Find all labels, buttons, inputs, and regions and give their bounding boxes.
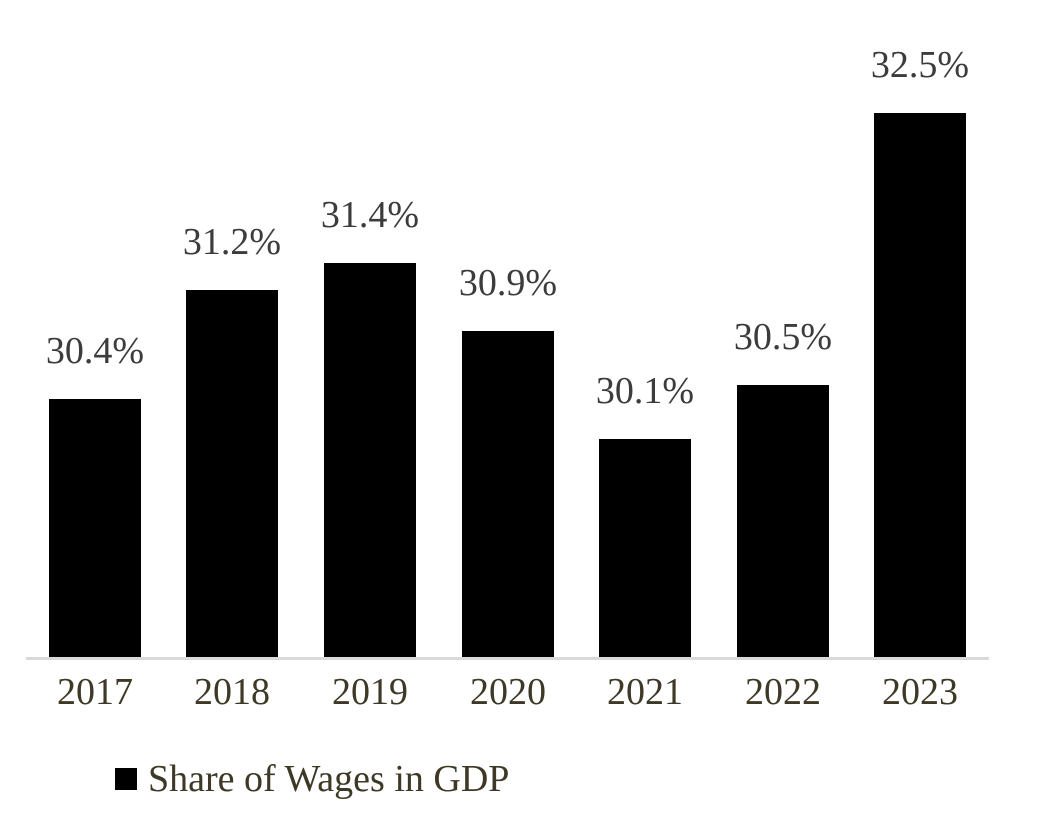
legend-square-marker-icon	[115, 768, 137, 790]
x-tick-label-2020: 2020	[470, 671, 546, 713]
legend: Share of Wages in GDP	[115, 757, 509, 801]
bar-2020	[462, 331, 554, 657]
x-tick-label-2022: 2022	[745, 671, 821, 713]
bar-2023	[874, 113, 966, 657]
x-tick-label-2023: 2023	[882, 671, 958, 713]
data-label-2018: 31.2%	[182, 221, 282, 263]
x-tick-label-2017: 2017	[57, 671, 133, 713]
data-label-2017: 30.4%	[45, 330, 145, 372]
data-label-2021: 30.1%	[595, 370, 695, 412]
bar-2019	[324, 263, 416, 657]
data-label-2019: 31.4%	[320, 194, 420, 236]
bar-2022	[737, 385, 829, 657]
bar-2018	[186, 290, 278, 657]
legend-label: Share of Wages in GDP	[148, 758, 510, 800]
x-tick-label-2018: 2018	[194, 671, 270, 713]
x-axis-line	[26, 657, 989, 660]
bar-2021	[599, 439, 691, 657]
x-tick-label-2019: 2019	[332, 671, 408, 713]
data-label-2023: 32.5%	[870, 44, 970, 86]
data-label-2022: 30.5%	[733, 316, 833, 358]
bar-2017	[49, 399, 141, 657]
data-label-2020: 30.9%	[458, 262, 558, 304]
x-tick-label-2021: 2021	[607, 671, 683, 713]
